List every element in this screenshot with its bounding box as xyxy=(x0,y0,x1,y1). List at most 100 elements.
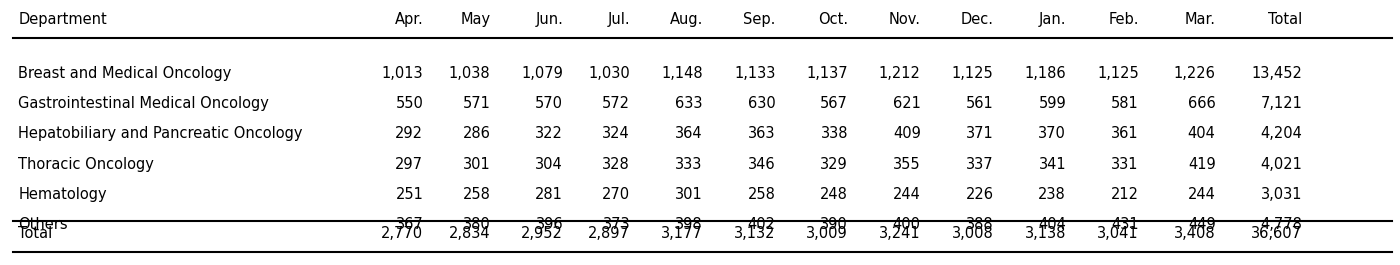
Text: 304: 304 xyxy=(535,157,563,172)
Text: Department: Department xyxy=(18,12,106,27)
Text: Jun.: Jun. xyxy=(535,12,563,27)
Text: 4,204: 4,204 xyxy=(1260,126,1302,142)
Text: 4,021: 4,021 xyxy=(1260,157,1302,172)
Text: 244: 244 xyxy=(893,187,921,202)
Text: 599: 599 xyxy=(1039,96,1065,111)
Text: 3,008: 3,008 xyxy=(952,226,994,241)
Text: 244: 244 xyxy=(1187,187,1215,202)
Text: 633: 633 xyxy=(675,96,703,111)
Text: 270: 270 xyxy=(602,187,630,202)
Text: Hepatobiliary and Pancreatic Oncology: Hepatobiliary and Pancreatic Oncology xyxy=(18,126,302,142)
Text: 419: 419 xyxy=(1187,157,1215,172)
Text: 1,038: 1,038 xyxy=(449,66,490,81)
Text: 301: 301 xyxy=(675,187,703,202)
Text: Oct.: Oct. xyxy=(818,12,848,27)
Text: 396: 396 xyxy=(535,217,563,232)
Text: 449: 449 xyxy=(1187,217,1215,232)
Text: Dec.: Dec. xyxy=(960,12,994,27)
Text: 550: 550 xyxy=(395,96,423,111)
Text: 7,121: 7,121 xyxy=(1260,96,1302,111)
Text: 380: 380 xyxy=(462,217,490,232)
Text: 561: 561 xyxy=(966,96,994,111)
Text: 281: 281 xyxy=(535,187,563,202)
Text: 212: 212 xyxy=(1110,187,1138,202)
Text: 1,079: 1,079 xyxy=(521,66,563,81)
Text: 333: 333 xyxy=(675,157,703,172)
Text: 571: 571 xyxy=(462,96,490,111)
Text: 621: 621 xyxy=(893,96,921,111)
Text: 258: 258 xyxy=(748,187,776,202)
Text: 572: 572 xyxy=(602,96,630,111)
Text: May: May xyxy=(461,12,490,27)
Text: 3,009: 3,009 xyxy=(806,226,848,241)
Text: 286: 286 xyxy=(462,126,490,142)
Text: 13,452: 13,452 xyxy=(1252,66,1302,81)
Text: 329: 329 xyxy=(820,157,848,172)
Text: 1,125: 1,125 xyxy=(952,66,994,81)
Text: Apr.: Apr. xyxy=(395,12,423,27)
Text: 1,125: 1,125 xyxy=(1098,66,1138,81)
Text: Total: Total xyxy=(18,226,52,241)
Text: 1,186: 1,186 xyxy=(1025,66,1065,81)
Text: 297: 297 xyxy=(395,157,423,172)
Text: 370: 370 xyxy=(1039,126,1065,142)
Text: Gastrointestinal Medical Oncology: Gastrointestinal Medical Oncology xyxy=(18,96,269,111)
Text: 3,241: 3,241 xyxy=(879,226,921,241)
Text: 3,132: 3,132 xyxy=(734,226,776,241)
Text: 338: 338 xyxy=(820,126,848,142)
Text: 3,031: 3,031 xyxy=(1261,187,1302,202)
Text: 238: 238 xyxy=(1039,187,1065,202)
Text: 346: 346 xyxy=(748,157,776,172)
Text: 404: 404 xyxy=(1187,126,1215,142)
Text: 390: 390 xyxy=(820,217,848,232)
Text: 3,177: 3,177 xyxy=(661,226,703,241)
Text: 341: 341 xyxy=(1039,157,1065,172)
Text: 363: 363 xyxy=(748,126,776,142)
Text: 355: 355 xyxy=(893,157,921,172)
Text: 324: 324 xyxy=(602,126,630,142)
Text: 431: 431 xyxy=(1112,217,1138,232)
Text: 251: 251 xyxy=(395,187,423,202)
Text: 36,607: 36,607 xyxy=(1252,226,1302,241)
Text: 248: 248 xyxy=(820,187,848,202)
Text: 322: 322 xyxy=(535,126,563,142)
Text: 388: 388 xyxy=(966,217,994,232)
Text: 567: 567 xyxy=(820,96,848,111)
Text: 373: 373 xyxy=(602,217,630,232)
Text: Hematology: Hematology xyxy=(18,187,106,202)
Text: 1,212: 1,212 xyxy=(879,66,921,81)
Text: 2,952: 2,952 xyxy=(521,226,563,241)
Text: 301: 301 xyxy=(462,157,490,172)
Text: Feb.: Feb. xyxy=(1109,12,1138,27)
Text: 1,013: 1,013 xyxy=(382,66,423,81)
Text: 1,137: 1,137 xyxy=(806,66,848,81)
Text: 398: 398 xyxy=(675,217,703,232)
Text: Thoracic Oncology: Thoracic Oncology xyxy=(18,157,154,172)
Text: 3,408: 3,408 xyxy=(1175,226,1215,241)
Text: Breast and Medical Oncology: Breast and Medical Oncology xyxy=(18,66,231,81)
Text: 226: 226 xyxy=(966,187,994,202)
Text: Sep.: Sep. xyxy=(743,12,776,27)
Text: 367: 367 xyxy=(396,217,423,232)
Text: Aug.: Aug. xyxy=(669,12,703,27)
Text: 328: 328 xyxy=(602,157,630,172)
Text: 1,133: 1,133 xyxy=(734,66,776,81)
Text: Others: Others xyxy=(18,217,67,232)
Text: Jan.: Jan. xyxy=(1039,12,1065,27)
Text: 2,834: 2,834 xyxy=(449,226,490,241)
Text: 361: 361 xyxy=(1112,126,1138,142)
Text: 4,778: 4,778 xyxy=(1260,217,1302,232)
Text: Mar.: Mar. xyxy=(1184,12,1215,27)
Text: 1,148: 1,148 xyxy=(661,66,703,81)
Text: 3,041: 3,041 xyxy=(1098,226,1138,241)
Text: 364: 364 xyxy=(675,126,703,142)
Text: 1,226: 1,226 xyxy=(1173,66,1215,81)
Text: 666: 666 xyxy=(1187,96,1215,111)
Text: 404: 404 xyxy=(1039,217,1065,232)
Text: 1,030: 1,030 xyxy=(588,66,630,81)
Text: Jul.: Jul. xyxy=(608,12,630,27)
Text: 581: 581 xyxy=(1112,96,1138,111)
Text: 3,138: 3,138 xyxy=(1025,226,1065,241)
Text: 2,897: 2,897 xyxy=(588,226,630,241)
Text: 371: 371 xyxy=(966,126,994,142)
